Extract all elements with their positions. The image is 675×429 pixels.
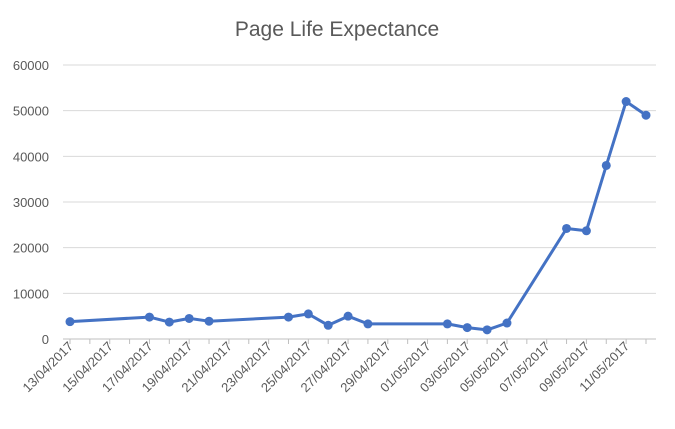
gridlines bbox=[63, 64, 656, 340]
data-point bbox=[343, 311, 353, 321]
y-tick-label: 20000 bbox=[13, 241, 49, 256]
data-point bbox=[164, 317, 174, 327]
data-point bbox=[462, 323, 472, 333]
data-point bbox=[65, 317, 75, 327]
data-point bbox=[303, 309, 313, 319]
data-point bbox=[601, 160, 611, 170]
data-point bbox=[283, 312, 293, 322]
data-points bbox=[65, 97, 651, 335]
y-tick-label: 50000 bbox=[13, 104, 49, 119]
data-point bbox=[641, 110, 651, 120]
series-line bbox=[68, 100, 648, 332]
data-point bbox=[581, 226, 591, 236]
y-tick-label: 60000 bbox=[13, 58, 49, 73]
data-point bbox=[323, 320, 333, 330]
data-point bbox=[562, 223, 572, 233]
data-point bbox=[502, 318, 512, 328]
y-tick-label: 0 bbox=[42, 332, 49, 347]
data-point bbox=[363, 319, 373, 329]
data-point bbox=[144, 312, 154, 322]
y-tick-label: 30000 bbox=[13, 195, 49, 210]
data-point bbox=[184, 313, 194, 323]
data-point bbox=[621, 97, 631, 107]
x-axis-ticks: 13/04/201715/04/201717/04/201719/04/2017… bbox=[19, 339, 647, 395]
data-point bbox=[442, 319, 452, 329]
data-point bbox=[204, 316, 214, 326]
data-point bbox=[482, 325, 492, 335]
y-axis-ticks: 0 10000 20000 30000 40000 50000 60000 bbox=[13, 58, 49, 347]
chart-title: Page Life Expectance bbox=[235, 18, 439, 41]
y-tick-label: 40000 bbox=[13, 149, 49, 164]
y-tick-label: 10000 bbox=[13, 286, 49, 301]
